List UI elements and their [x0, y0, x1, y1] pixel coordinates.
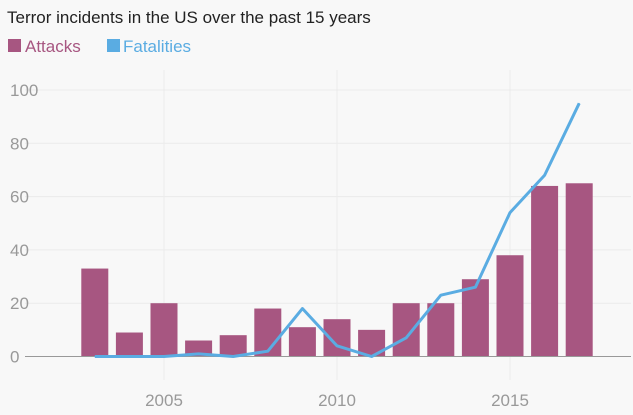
point-fatalities-2008: [267, 350, 269, 352]
bar-attacks-2003: [81, 268, 109, 357]
x-tick-label: 2010: [318, 391, 356, 410]
x-tick-label: 2015: [491, 391, 529, 410]
y-tick-label: 60: [10, 188, 29, 207]
y-tick-label: 20: [10, 294, 29, 313]
point-fatalities-2003: [94, 356, 96, 357]
y-tick-label: 100: [10, 81, 38, 100]
legend-label-attacks: Attacks: [25, 37, 81, 56]
point-fatalities-2004: [128, 356, 130, 357]
bar-attacks-2009: [288, 327, 316, 357]
point-fatalities-2016: [544, 174, 546, 176]
point-fatalities-2014: [474, 286, 476, 288]
point-fatalities-2006: [198, 353, 200, 355]
ticks: 0 20 40 60 80 100 2005 2010 2015: [10, 81, 529, 410]
bar-attacks-2005: [150, 303, 178, 357]
point-fatalities-2007: [232, 356, 234, 357]
bar-attacks-2014: [461, 279, 489, 357]
bar-attacks-2013: [427, 303, 455, 357]
chart-title: Terror incidents in the US over the past…: [7, 8, 371, 27]
fatalities-line-group: [94, 102, 581, 358]
bar-attacks-2017: [565, 183, 593, 357]
bar-attacks-2007: [219, 335, 247, 357]
bar-attacks-2015: [496, 255, 524, 357]
y-tick-label: 0: [10, 348, 19, 367]
bar-attacks-2006: [185, 340, 213, 357]
point-fatalities-2015: [509, 212, 511, 214]
point-fatalities-2009: [301, 308, 303, 310]
y-tick-label: 40: [10, 241, 29, 260]
y-tick-label: 80: [10, 134, 29, 153]
bars: [81, 183, 593, 357]
legend-label-fatalities: Fatalities: [123, 37, 191, 56]
legend-swatch-attacks: [8, 39, 21, 52]
point-fatalities-2005: [163, 356, 165, 357]
bar-attacks-2004: [115, 332, 143, 357]
point-fatalities-2010: [336, 345, 338, 347]
legend: Attacks Fatalities: [8, 37, 191, 56]
legend-swatch-fatalities: [107, 39, 120, 52]
point-fatalities-2011: [371, 356, 373, 357]
grid: [25, 70, 631, 380]
point-fatalities-2012: [405, 337, 407, 339]
point-fatalities-2017: [578, 102, 580, 104]
bar-attacks-2012: [392, 303, 420, 357]
x-tick-label: 2005: [145, 391, 183, 410]
bar-attacks-2016: [531, 185, 559, 357]
bar-attacks-2008: [254, 308, 282, 357]
point-fatalities-2013: [440, 294, 442, 296]
